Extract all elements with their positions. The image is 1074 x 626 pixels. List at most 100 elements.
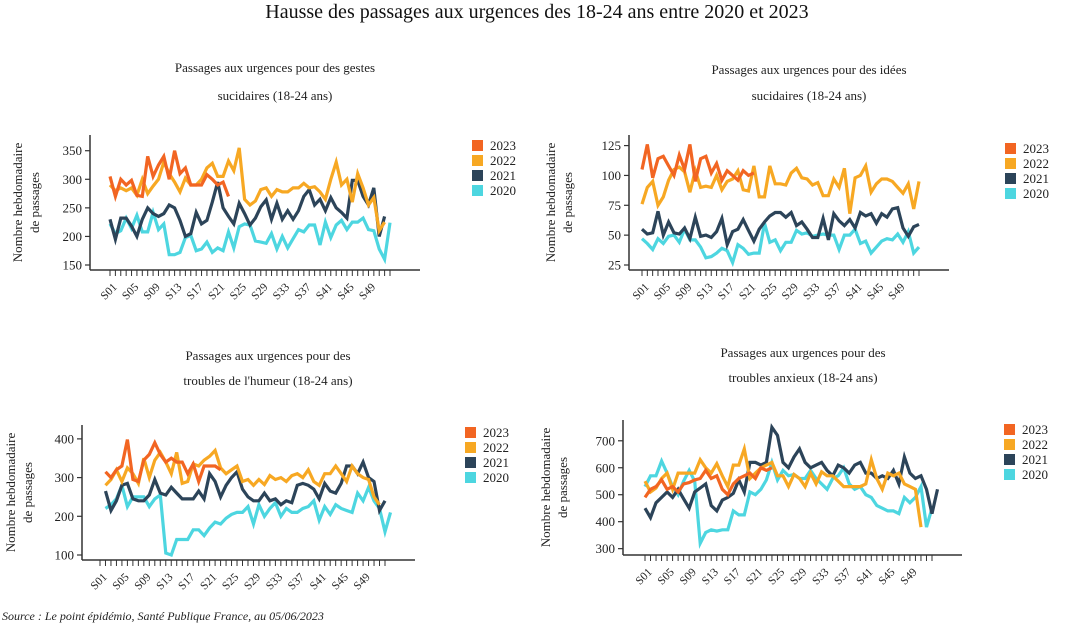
x-tick-label: S21 (744, 566, 765, 587)
legend-swatch-2022 (1004, 439, 1015, 450)
legend-label-2020: 2020 (483, 470, 509, 485)
x-tick-label: S13 (163, 281, 184, 302)
legend-label-2021: 2021 (1023, 171, 1049, 186)
x-tick-label: S33 (801, 281, 822, 302)
x-tick-label: S25 (228, 281, 249, 302)
x-tick-label: S01 (634, 566, 655, 587)
series-line-2020 (104, 480, 393, 558)
y-tick-label: 150 (63, 258, 83, 273)
chart-title-line: sucidaires (18-24 ans) (218, 88, 333, 103)
x-tick-label: S33 (264, 571, 285, 592)
x-tick-label: S29 (780, 281, 801, 302)
series-line-2023 (640, 144, 755, 185)
x-tick-label: S29 (242, 571, 263, 592)
x-tick-label: S13 (695, 281, 716, 302)
chart-title-line: Passages aux urgences pour des (185, 348, 350, 363)
chart-idees-suicidaires: Passages aux urgences pour des idées suci… (537, 50, 1074, 335)
x-tick-label: S09 (132, 571, 153, 592)
x-tick-label: S49 (357, 281, 378, 302)
legend-label-2022: 2022 (490, 153, 516, 168)
y-tick-label: 400 (596, 514, 616, 529)
series-line-2023 (108, 150, 230, 203)
legend-swatch-2023 (465, 427, 476, 438)
x-tick-label: S29 (249, 281, 270, 302)
legend-label-2023: 2023 (483, 425, 509, 440)
x-tick-label: S45 (876, 566, 897, 587)
series-line-2022 (108, 147, 386, 236)
series-line-2021 (640, 205, 920, 251)
x-tick-label: S09 (142, 281, 163, 302)
y-tick-label: 200 (63, 229, 83, 244)
legend-swatch-2022 (472, 155, 483, 166)
y-tick-label: 200 (55, 509, 75, 524)
y-tick-label: 50 (608, 228, 621, 243)
legend-swatch-2022 (465, 442, 476, 453)
x-tick-label: S05 (111, 571, 132, 592)
x-tick-label: S21 (737, 281, 758, 302)
chart-svg: Passages aux urgences pour des gestes suc… (10, 60, 516, 302)
legend-swatch-2023 (472, 140, 483, 151)
x-tick-label: S25 (758, 281, 779, 302)
y-tick-label: 250 (63, 200, 83, 215)
y-tick-label: 25 (608, 258, 621, 273)
y-tick-label: 300 (63, 172, 83, 187)
x-tick-label: S05 (652, 281, 673, 302)
x-tick-label: S45 (330, 571, 351, 592)
x-tick-label: S25 (766, 566, 787, 587)
x-tick-label: S17 (185, 281, 206, 302)
y-axis-label: de passages (560, 172, 575, 233)
x-tick-label: S21 (198, 571, 219, 592)
x-tick-label: S05 (656, 566, 677, 587)
y-tick-label: 600 (596, 460, 616, 475)
legend-swatch-2020 (1004, 469, 1015, 480)
chart-title-line: troubles de l'humeur (18-24 ans) (183, 373, 352, 388)
legend-label-2023: 2023 (1022, 422, 1048, 437)
x-tick-label: S49 (886, 281, 907, 302)
x-tick-label: S37 (832, 566, 853, 587)
x-tick-label: S49 (352, 571, 373, 592)
legend-swatch-2020 (465, 472, 476, 483)
legend-swatch-2023 (1004, 424, 1015, 435)
chart-title-line: Passages aux urgences pour des gestes (175, 60, 375, 75)
y-axis-label: de passages (20, 462, 35, 523)
x-tick-label: S45 (865, 281, 886, 302)
x-tick-label: S13 (700, 566, 721, 587)
legend-swatch-2021 (472, 170, 483, 181)
x-tick-label: S41 (308, 571, 329, 592)
y-tick-label: 100 (55, 548, 75, 563)
legend-label-2023: 2023 (1023, 141, 1049, 156)
y-axis-label: de passages (555, 457, 570, 518)
main-title: Hausse des passages aux urgences des 18-… (265, 1, 809, 23)
x-tick-label: S09 (673, 281, 694, 302)
legend-swatch-2021 (1004, 454, 1015, 465)
legend-swatch-2021 (1005, 173, 1016, 184)
x-tick-label: S01 (631, 281, 652, 302)
x-tick-label: S17 (176, 571, 197, 592)
y-tick-label: 350 (63, 143, 83, 158)
legend-label-2023: 2023 (490, 138, 516, 153)
legend-label-2021: 2021 (1022, 452, 1048, 467)
x-tick-label: S01 (99, 281, 120, 302)
y-axis-label: Nombre hebdomadaire (538, 428, 553, 548)
x-tick-label: S05 (120, 281, 141, 302)
chart-svg: Passages aux urgences pour des troubles a… (538, 345, 1048, 587)
x-tick-label: S37 (286, 571, 307, 592)
x-tick-label: S17 (716, 281, 737, 302)
series-line-2022 (643, 442, 923, 528)
y-tick-label: 300 (55, 470, 75, 485)
x-tick-label: S33 (810, 566, 831, 587)
series-line-2023 (104, 438, 222, 487)
x-tick-label: S49 (899, 566, 920, 587)
legend-swatch-2022 (1005, 158, 1016, 169)
legend-swatch-2023 (1005, 143, 1016, 154)
y-axis-label: de passages (27, 172, 42, 233)
legend-swatch-2020 (1005, 188, 1016, 199)
x-tick-label: S45 (336, 281, 357, 302)
legend-label-2020: 2020 (1022, 467, 1048, 482)
legend-swatch-2021 (465, 457, 476, 468)
chart-title-line: Passages aux urgences pour des (720, 345, 885, 360)
series-line-2021 (108, 178, 387, 246)
chart-troubles-anxieux: Passages aux urgences pour des troubles a… (537, 335, 1074, 620)
chart-troubles-humeur: Passages aux urgences pour des troubles d… (0, 335, 537, 620)
chart-title-line: sucidaires (18-24 ans) (752, 88, 867, 103)
